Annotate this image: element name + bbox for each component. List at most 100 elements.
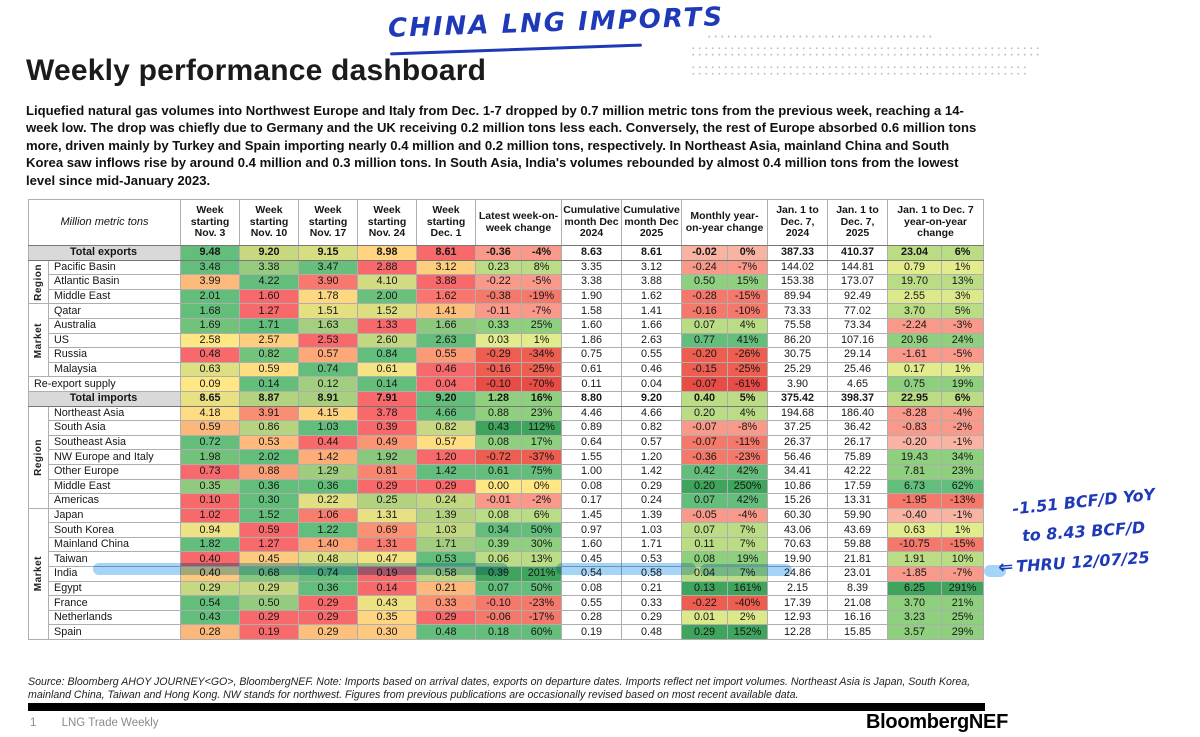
ytd-yoy-pct-cell: -3% xyxy=(941,317,984,334)
cum-month-curr-cell: 4.66 xyxy=(621,405,682,422)
cum-month-prev-cell: 3.38 xyxy=(561,274,622,290)
halftone-dots xyxy=(690,45,1042,60)
monthly-yoy-pct-cell: 161% xyxy=(727,580,768,597)
week-value-cell: 2.88 xyxy=(357,259,417,276)
table-row-south-asia: South Asia 0.59 0.86 1.03 0.39 0.82 0.43 112% 0.… xyxy=(29,420,984,436)
col-header-cum-dec2025: Cumulative month Dec 2025 xyxy=(621,199,682,246)
monthly-yoy-pct-cell: -4% xyxy=(727,507,768,524)
wow-change-pct-cell: -17% xyxy=(521,609,562,626)
monthly-yoy-pct-cell: -23% xyxy=(727,449,768,465)
ytd-curr-cell: 59.88 xyxy=(827,536,888,553)
week-value-cell: 3.38 xyxy=(239,259,299,276)
cum-month-prev-cell: 1.00 xyxy=(561,463,622,480)
ytd-prev-cell: 10.86 xyxy=(767,478,828,495)
table-row-malaysia: Malaysia 0.63 0.59 0.74 0.61 0.46 -0.16 -25% 0.6… xyxy=(29,361,984,378)
week-value-cell: 0.48 xyxy=(180,347,240,363)
week-value-cell: 3.12 xyxy=(416,259,476,276)
col-header-monthly-yoy: Monthly year-on-year change xyxy=(681,199,768,246)
ytd-curr-cell: 23.01 xyxy=(827,566,888,582)
week-value-cell: 1.27 xyxy=(239,303,299,319)
cum-month-prev-cell: 1.60 xyxy=(561,317,622,334)
week-value-cell: 4.10 xyxy=(357,274,417,290)
cum-month-curr-cell: 1.62 xyxy=(621,288,682,305)
header-row: Million metric tons Week starting Nov. 3… xyxy=(28,199,984,246)
ytd-yoy-pct-cell: 6% xyxy=(941,390,984,407)
monthly-yoy-value-cell: -0.36 xyxy=(681,449,728,465)
monthly-yoy-pct-cell: 4% xyxy=(727,405,768,422)
week-value-cell: 0.86 xyxy=(239,420,299,436)
wow-change-value-cell: -0.10 xyxy=(475,595,522,611)
ytd-prev-cell: 15.26 xyxy=(767,493,828,509)
ytd-yoy-pct-cell: 25% xyxy=(941,609,984,626)
monthly-yoy-value-cell: 0.20 xyxy=(681,405,728,422)
cum-month-curr-cell: 3.12 xyxy=(621,259,682,276)
monthly-yoy-pct-cell: 4% xyxy=(727,317,768,334)
week-value-cell: 0.73 xyxy=(180,463,240,480)
cum-month-prev-cell: 0.17 xyxy=(561,493,622,509)
cum-month-curr-cell: 3.88 xyxy=(621,274,682,290)
week-value-cell: 0.29 xyxy=(298,595,358,611)
monthly-yoy-pct-cell: -11% xyxy=(727,434,768,451)
wow-change-pct-cell: 13% xyxy=(521,551,562,568)
wow-change-pct-cell: 1% xyxy=(521,332,562,349)
highlighter-mark xyxy=(93,563,508,575)
col-header-week-dec1: Week starting Dec. 1 xyxy=(416,199,476,246)
cum-month-curr-cell: 0.33 xyxy=(621,595,682,611)
row-label: Spain xyxy=(48,624,181,641)
ytd-prev-cell: 34.41 xyxy=(767,463,828,480)
ytd-curr-cell: 43.69 xyxy=(827,522,888,538)
cum-month-prev-cell: 0.75 xyxy=(561,347,622,363)
cum-month-prev-cell: 1.90 xyxy=(561,288,622,305)
cum-month-curr-cell: 1.39 xyxy=(621,507,682,524)
col-header-ytd-yoy: Jan. 1 to Dec. 7 year-on-year change xyxy=(887,199,984,246)
ytd-yoy-value-cell: 3.23 xyxy=(887,609,942,626)
page-title: Weekly performance dashboard xyxy=(26,54,487,87)
monthly-yoy-value-cell: 0.77 xyxy=(681,332,728,349)
week-value-cell: 0.28 xyxy=(180,624,240,641)
cum-month-curr-cell: 0.29 xyxy=(621,609,682,626)
ytd-yoy-value-cell: 6.73 xyxy=(887,478,942,495)
handwritten-note-line3-text: THRU 12/07/25 xyxy=(1015,547,1151,577)
table-row-russia: Russia 0.48 0.82 0.57 0.84 0.55 -0.29 -34% 0.75 0… xyxy=(29,347,984,363)
monthly-yoy-value-cell: -0.28 xyxy=(681,288,728,305)
week-value-cell: 1.82 xyxy=(180,536,240,553)
row-label: Russia xyxy=(48,347,181,363)
week-value-cell: 0.43 xyxy=(357,595,417,611)
week-value-cell: 0.22 xyxy=(298,493,358,509)
ytd-yoy-value-cell: 1.91 xyxy=(887,551,942,568)
table-row-northeast-asia: Region Northeast Asia 4.18 3.91 4.15 3.78 4.66… xyxy=(28,405,984,509)
cum-month-prev-cell: 4.46 xyxy=(561,405,622,422)
document-title: LNG Trade Weekly xyxy=(61,717,159,729)
ytd-yoy-pct-cell: 3% xyxy=(941,288,984,305)
ytd-yoy-pct-cell: -1% xyxy=(941,434,984,451)
week-value-cell: 0.29 xyxy=(180,580,240,597)
highlighter-mark xyxy=(984,565,1006,577)
week-value-cell: 0.61 xyxy=(357,361,417,378)
row-label: Egypt xyxy=(48,580,181,597)
ytd-yoy-value-cell: 0.75 xyxy=(887,376,942,392)
cum-month-prev-cell: 8.80 xyxy=(561,390,622,407)
cum-month-prev-cell: 3.35 xyxy=(561,259,622,276)
week-value-cell: 2.63 xyxy=(416,332,476,349)
cum-month-curr-cell: 8.61 xyxy=(621,245,682,261)
wow-change-value-cell: -0.11 xyxy=(475,303,522,319)
week-value-cell: 2.01 xyxy=(180,288,240,305)
week-value-cell: 9.20 xyxy=(239,245,299,261)
table-row-mainland-china: Mainland China 1.82 1.27 1.40 1.31 1.71 0.39 30… xyxy=(29,536,984,553)
ytd-yoy-value-cell: 0.17 xyxy=(887,361,942,378)
table-row-middle-east: Middle East 0.35 0.36 0.36 0.29 0.29 0.00 0% 0.0… xyxy=(29,478,984,495)
row-label: Mainland China xyxy=(48,536,181,553)
highlighter-mark xyxy=(556,563,696,575)
cum-month-prev-cell: 0.19 xyxy=(561,624,622,641)
week-value-cell: 1.33 xyxy=(357,317,417,334)
wow-change-value-cell: -0.29 xyxy=(475,347,522,363)
week-value-cell: 9.15 xyxy=(298,245,358,261)
ytd-yoy-value-cell: -0.83 xyxy=(887,420,942,436)
week-value-cell: 0.54 xyxy=(180,595,240,611)
row-label: Re-export supply xyxy=(28,376,181,392)
cum-month-prev-cell: 1.58 xyxy=(561,303,622,319)
ytd-curr-cell: 36.42 xyxy=(827,420,888,436)
monthly-yoy-value-cell: -0.07 xyxy=(681,434,728,451)
week-value-cell: 2.53 xyxy=(298,332,358,349)
table-row-qatar: Market Qatar 1.68 1.27 1.51 1.52 1.41 -0.11 -7% 1… xyxy=(28,303,984,378)
